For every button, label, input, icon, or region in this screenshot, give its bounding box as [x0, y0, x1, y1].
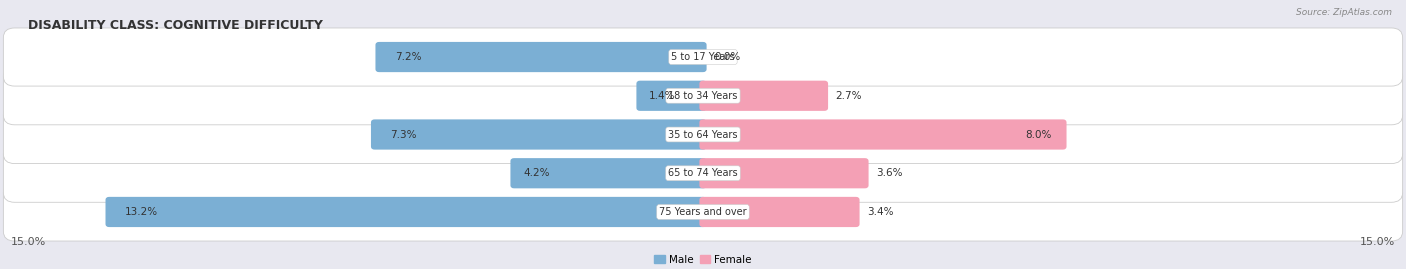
Text: 7.3%: 7.3%	[391, 129, 416, 140]
Text: 4.2%: 4.2%	[523, 168, 550, 178]
Text: 7.2%: 7.2%	[395, 52, 422, 62]
Text: 3.6%: 3.6%	[876, 168, 903, 178]
Text: 18 to 34 Years: 18 to 34 Years	[668, 91, 738, 101]
Text: 75 Years and over: 75 Years and over	[659, 207, 747, 217]
Text: 5 to 17 Years: 5 to 17 Years	[671, 52, 735, 62]
FancyBboxPatch shape	[699, 158, 869, 188]
Text: 8.0%: 8.0%	[1025, 129, 1052, 140]
Text: 1.4%: 1.4%	[650, 91, 675, 101]
FancyBboxPatch shape	[3, 183, 1403, 241]
FancyBboxPatch shape	[637, 81, 707, 111]
FancyBboxPatch shape	[510, 158, 707, 188]
FancyBboxPatch shape	[3, 144, 1403, 202]
FancyBboxPatch shape	[371, 119, 707, 150]
FancyBboxPatch shape	[105, 197, 707, 227]
Text: DISABILITY CLASS: COGNITIVE DIFFICULTY: DISABILITY CLASS: COGNITIVE DIFFICULTY	[28, 19, 323, 32]
FancyBboxPatch shape	[699, 197, 859, 227]
Text: 13.2%: 13.2%	[125, 207, 157, 217]
FancyBboxPatch shape	[699, 81, 828, 111]
Legend: Male, Female: Male, Female	[650, 250, 756, 269]
Text: 0.0%: 0.0%	[714, 52, 741, 62]
FancyBboxPatch shape	[3, 105, 1403, 164]
FancyBboxPatch shape	[699, 119, 1067, 150]
FancyBboxPatch shape	[3, 67, 1403, 125]
Text: 3.4%: 3.4%	[868, 207, 894, 217]
Text: Source: ZipAtlas.com: Source: ZipAtlas.com	[1296, 8, 1392, 17]
Text: 65 to 74 Years: 65 to 74 Years	[668, 168, 738, 178]
FancyBboxPatch shape	[3, 28, 1403, 86]
Text: 2.7%: 2.7%	[835, 91, 862, 101]
Text: 35 to 64 Years: 35 to 64 Years	[668, 129, 738, 140]
FancyBboxPatch shape	[375, 42, 707, 72]
